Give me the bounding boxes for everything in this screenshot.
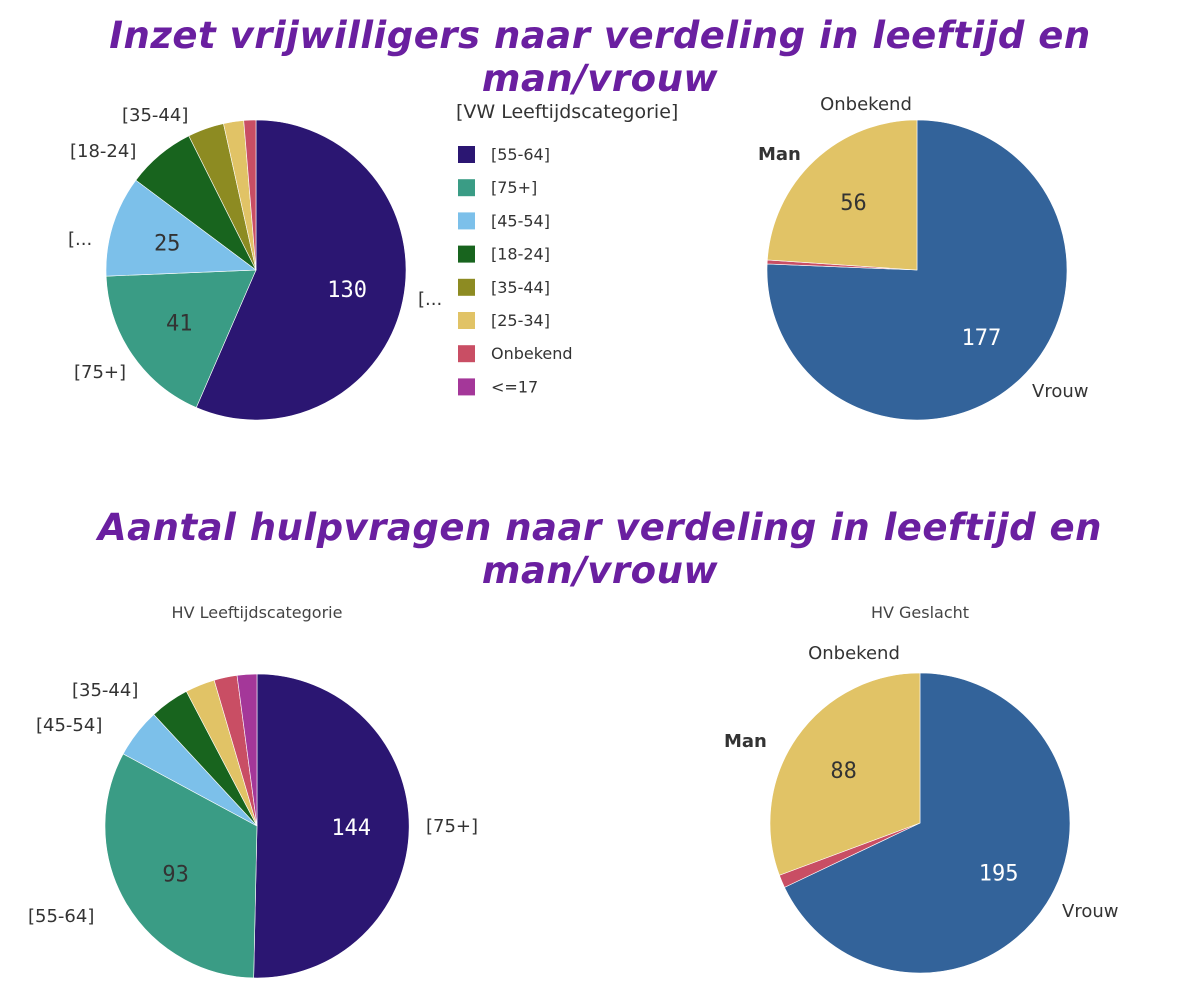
pie-slice-75 <box>253 673 410 979</box>
slice-label-vrouw: Vrouw <box>1032 381 1088 402</box>
slice-label-onbekend: Onbekend <box>820 94 912 115</box>
chart-title: HV Leeftijdscategorie <box>172 603 343 622</box>
pie-slice-55-64 <box>104 753 258 979</box>
legend-swatch-onbekend <box>458 345 475 363</box>
slice-label-man: Man <box>758 144 801 165</box>
legend-label-25-34: [25-34] <box>491 311 550 330</box>
slice-label-man: Man <box>724 731 767 752</box>
legend-label-18-24: [18-24] <box>491 245 550 264</box>
slice-label-45-54: [... <box>68 229 92 250</box>
slice-value-75: 41 <box>166 312 193 337</box>
slice-value-45-54: 25 <box>154 232 181 257</box>
pie-slice-75 <box>105 269 257 408</box>
pie-volunteer-gender: 177 Vrouw Onbekend 56 Man <box>758 94 1088 421</box>
legend-swatch-25-34 <box>458 312 475 329</box>
pie-slice-17 <box>236 673 258 827</box>
legend-swatch-75 <box>458 179 475 197</box>
legend-swatch-55-64 <box>458 146 475 163</box>
slice-label-55-64: [55-64] <box>28 906 94 927</box>
slice-label-onbekend: Onbekend <box>808 643 900 664</box>
heading-volunteers: Inzet vrijwilligers naar verdeling in le… <box>109 14 1091 100</box>
slice-value-55-64: 93 <box>162 862 189 887</box>
legend-label-onbekend: Onbekend <box>491 344 573 363</box>
pie-request-age: 144 [75+] 93 [55-64] [45-54] [35-44] <box>28 673 478 979</box>
slice-value-man: 88 <box>830 759 857 784</box>
slice-label-35-44: [35-44] <box>122 105 188 126</box>
legend-label-35-44: [35-44] <box>491 278 550 297</box>
pie-slice-55-64 <box>195 119 407 421</box>
slice-label-vrouw: Vrouw <box>1062 901 1118 922</box>
slice-value-vrouw: 177 <box>962 326 1002 351</box>
slice-label-35-44: [35-44] <box>72 680 138 701</box>
pie-request-gender: 195 Vrouw Onbekend 88 Man <box>724 643 1118 974</box>
slice-value-55-64: 130 <box>327 278 367 303</box>
slice-value-vrouw: 195 <box>979 862 1019 887</box>
legend-label-75: [75+] <box>491 178 537 197</box>
legend-title: [VW Leeftijdscategorie] <box>456 101 678 123</box>
slice-value-man: 56 <box>840 191 867 216</box>
slice-label-75: [75+] <box>426 816 478 837</box>
pie-slice-man <box>767 119 918 271</box>
legend-label-17: <=17 <box>491 377 538 396</box>
legend-volunteer-age: [VW Leeftijdscategorie] [55-64] [75+] [45-5… <box>456 101 678 396</box>
chart-title-hv-gender: HV Geslacht <box>871 603 969 622</box>
pie-slice-vrouw <box>784 672 1071 974</box>
pie-volunteer-age: 130 [... 41 [75+] 25 [... [18-24] [35-44] <box>68 105 442 421</box>
chart-title-hv-age: HV Leeftijdscategorie <box>172 603 343 622</box>
slice-label-18-24: [18-24] <box>70 141 136 162</box>
legend-swatch-17 <box>458 378 475 396</box>
legend-swatch-35-44 <box>458 278 475 296</box>
legend-swatch-45-54 <box>458 212 475 230</box>
legend-label-45-54: [45-54] <box>491 211 550 230</box>
legend-label-55-64: [55-64] <box>491 145 550 164</box>
slice-label-55-64: [... <box>418 289 442 310</box>
slice-label-75: [75+] <box>74 362 126 383</box>
pie-slice-onbekend <box>243 119 257 271</box>
legend-swatch-18-24 <box>458 245 475 263</box>
pie-slice-man <box>769 672 921 876</box>
heading-help-requests: Aantal hulpvragen naar verdeling in leef… <box>98 506 1102 592</box>
slice-value-75: 144 <box>331 816 371 841</box>
chart-title: HV Geslacht <box>871 603 969 622</box>
pie-slice-45-54 <box>105 179 257 277</box>
slice-label-45-54: [45-54] <box>36 715 102 736</box>
